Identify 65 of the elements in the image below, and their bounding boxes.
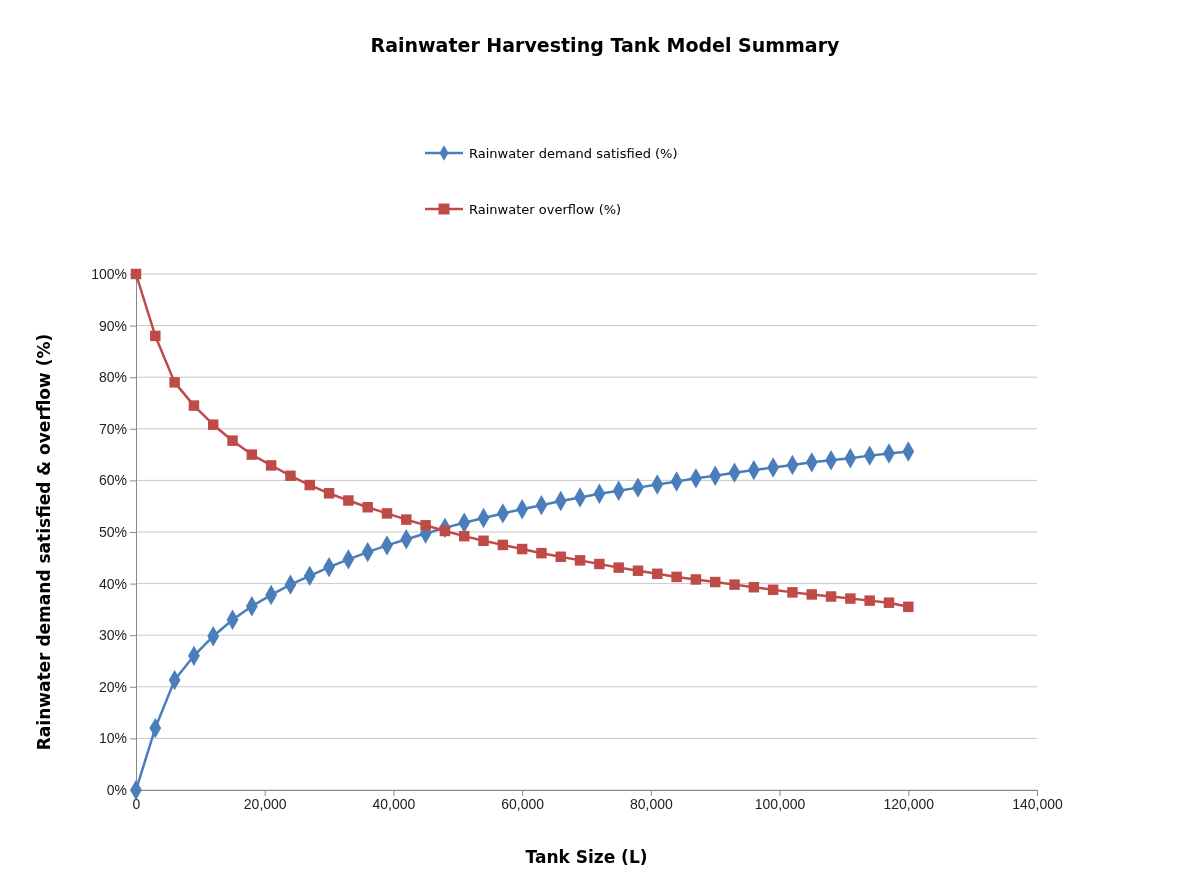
y-axis-title: Rainwater demand satisfied & overflow (%) (34, 333, 54, 751)
point (401, 514, 412, 525)
y-tick-label: 100% (91, 265, 127, 282)
point (594, 558, 605, 570)
y-tick-label: 0% (106, 781, 127, 798)
point (864, 595, 875, 606)
y-tick-label: 90% (98, 317, 127, 334)
point (845, 593, 856, 604)
point (903, 601, 914, 613)
point (246, 449, 258, 460)
x-tick-label: 20,000 (243, 795, 287, 812)
x-tick-label: 120,000 (883, 795, 935, 812)
point (516, 543, 528, 555)
point (478, 535, 489, 547)
x-tick-label: 140,000 (1012, 795, 1064, 812)
y-tick-label: 30% (98, 627, 127, 644)
point (207, 419, 219, 430)
x-tick-label: 60,000 (501, 795, 545, 812)
point (188, 400, 200, 411)
y-tick-label: 50% (98, 523, 127, 540)
point (227, 435, 238, 446)
point (729, 579, 740, 590)
y-tick-label: 40% (98, 575, 127, 592)
point (690, 574, 702, 585)
x-tick-label: 80,000 (629, 795, 673, 812)
point (806, 589, 817, 600)
point (381, 508, 393, 519)
point (323, 488, 335, 499)
y-tick-label: 10% (98, 730, 127, 747)
point (285, 470, 296, 481)
x-tick-label: 100,000 (754, 795, 806, 812)
point (613, 562, 624, 573)
point (420, 520, 431, 531)
x-tick-label: 40,000 (372, 795, 416, 812)
point (150, 330, 161, 342)
point (169, 377, 180, 388)
x-tick-label: 0 (132, 795, 141, 812)
point (825, 591, 837, 602)
x-axis-title: Tank Size (L) (525, 847, 648, 867)
point (343, 495, 354, 506)
y-tick-label: 70% (98, 420, 127, 437)
point (574, 555, 586, 566)
point (671, 571, 682, 583)
point (632, 565, 644, 576)
point (362, 501, 373, 513)
y-tick-label: 80% (98, 369, 127, 386)
chart-title: Rainwater Harvesting Tank Model Summary (370, 34, 841, 56)
point (265, 460, 277, 471)
point (130, 268, 142, 280)
point (555, 551, 566, 563)
point (767, 584, 779, 596)
point (748, 581, 760, 593)
point (652, 568, 663, 580)
y-tick-label: 20% (98, 678, 127, 695)
point (883, 597, 895, 608)
point (787, 587, 798, 598)
point (458, 530, 470, 542)
point (497, 539, 509, 551)
y-tick-label: 60% (98, 472, 127, 489)
legend-label: Rainwater demand satisfied (%) (469, 146, 678, 161)
point (536, 547, 547, 559)
point (439, 525, 451, 537)
point (304, 479, 316, 491)
legend-label: Rainwater overflow (%) (469, 202, 622, 217)
point (709, 576, 721, 588)
